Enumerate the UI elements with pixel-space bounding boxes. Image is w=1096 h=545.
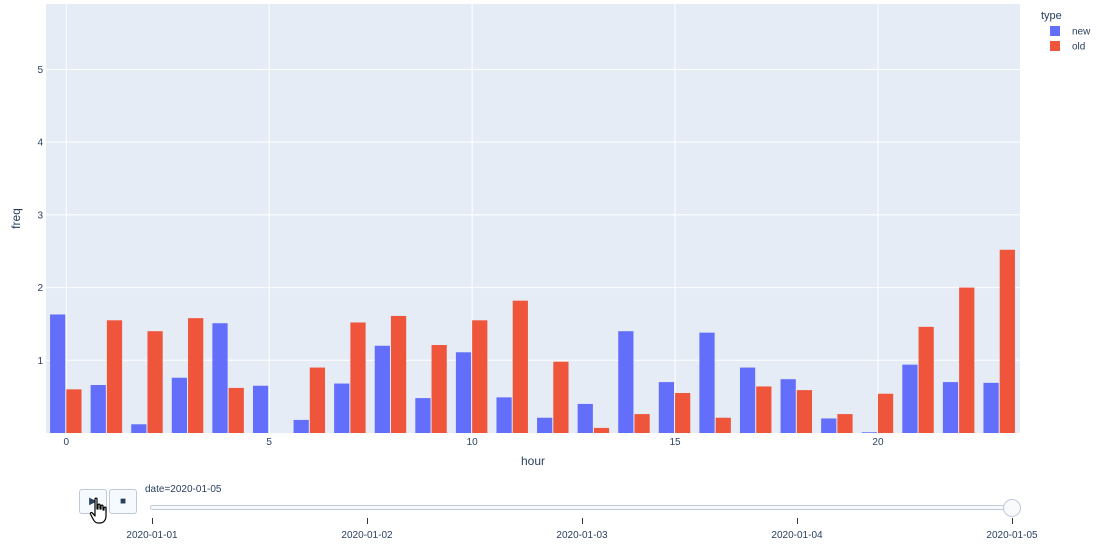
bar-new[interactable] bbox=[739, 367, 756, 433]
bar-old[interactable] bbox=[188, 318, 204, 433]
bar-old[interactable] bbox=[553, 361, 569, 433]
bar-old[interactable] bbox=[472, 320, 488, 433]
bar-old[interactable] bbox=[634, 414, 650, 433]
legend-swatch-old[interactable] bbox=[1050, 41, 1060, 51]
slider-tick bbox=[1012, 518, 1013, 524]
bar-old[interactable] bbox=[228, 387, 244, 433]
bar-old[interactable] bbox=[593, 427, 610, 433]
chart: 0 5 10 15 20 1 2 3 4 5 hour freq type new old bbox=[9, 4, 1091, 468]
slider-tick-label[interactable]: 2020-01-01 bbox=[126, 530, 178, 541]
legend[interactable]: type new old bbox=[1041, 10, 1091, 53]
legend-swatch-new[interactable] bbox=[1050, 26, 1060, 36]
x-tick-label: 0 bbox=[64, 437, 70, 448]
slider-tick bbox=[367, 518, 368, 524]
bar-old[interactable] bbox=[837, 414, 853, 433]
x-tick-label: 15 bbox=[669, 437, 681, 448]
bar-old[interactable] bbox=[390, 315, 407, 433]
y-tick-label: 4 bbox=[37, 138, 43, 149]
x-tick-labels: 0 5 10 15 20 bbox=[64, 437, 884, 448]
bar-new[interactable] bbox=[618, 331, 634, 433]
bar-new[interactable] bbox=[983, 382, 999, 433]
bar-old[interactable] bbox=[756, 386, 772, 433]
bar-new[interactable] bbox=[455, 352, 472, 433]
x-axis-title: hour bbox=[521, 454, 545, 468]
x-tick-label: 20 bbox=[872, 437, 884, 448]
bar-new[interactable] bbox=[374, 345, 390, 433]
bar-new[interactable] bbox=[415, 398, 431, 433]
bar-old[interactable] bbox=[309, 367, 326, 433]
gridlines bbox=[46, 4, 1020, 433]
slider-tick-label[interactable]: 2020-01-02 bbox=[341, 530, 393, 541]
bar-new[interactable] bbox=[131, 424, 147, 433]
bar-new[interactable] bbox=[699, 332, 715, 433]
bar-new[interactable] bbox=[334, 383, 350, 433]
slider-tick-label[interactable]: 2020-01-04 bbox=[771, 530, 823, 541]
bar-old[interactable] bbox=[512, 300, 528, 433]
bar-new[interactable] bbox=[90, 385, 106, 433]
slider-tick-label[interactable]: 2020-01-05 bbox=[986, 530, 1038, 541]
stop-icon: ■ bbox=[119, 496, 127, 507]
bars bbox=[50, 249, 1015, 433]
bar-new[interactable] bbox=[902, 364, 918, 433]
bar-new[interactable] bbox=[171, 377, 188, 433]
play-icon: ▶ bbox=[89, 496, 97, 507]
x-tick-label: 10 bbox=[467, 437, 479, 448]
y-tick-label: 3 bbox=[37, 210, 43, 221]
x-tick-label: 5 bbox=[266, 437, 272, 448]
y-tick-labels: 1 2 3 4 5 bbox=[37, 65, 43, 367]
bar-old[interactable] bbox=[147, 331, 163, 433]
slider-current-value: date=2020-01-05 bbox=[145, 484, 222, 495]
bar-new[interactable] bbox=[496, 397, 512, 433]
bar-old[interactable] bbox=[350, 322, 366, 433]
bar-new[interactable] bbox=[942, 382, 959, 433]
legend-label-new[interactable]: new bbox=[1072, 27, 1091, 38]
legend-title: type bbox=[1041, 10, 1062, 22]
slider-tick bbox=[582, 518, 583, 524]
slider-rail[interactable] bbox=[150, 505, 1014, 510]
bar-old[interactable] bbox=[999, 249, 1015, 433]
bar-old[interactable] bbox=[431, 345, 447, 433]
slider-tick bbox=[797, 518, 798, 524]
bar-new[interactable] bbox=[537, 417, 553, 433]
bar-old[interactable] bbox=[796, 390, 813, 433]
bar-old[interactable] bbox=[106, 320, 123, 433]
y-tick-label: 1 bbox=[37, 356, 43, 367]
slider-tick-label[interactable]: 2020-01-03 bbox=[556, 530, 608, 541]
bar-new[interactable] bbox=[861, 432, 877, 433]
plot-area bbox=[46, 4, 1020, 433]
bar-new[interactable] bbox=[252, 385, 269, 433]
y-axis-title: freq bbox=[9, 208, 23, 229]
stop-button[interactable]: ■ bbox=[109, 489, 137, 514]
bar-old[interactable] bbox=[959, 287, 975, 433]
bar-old[interactable] bbox=[877, 393, 894, 433]
bar-new[interactable] bbox=[821, 418, 837, 433]
legend-label-old[interactable]: old bbox=[1072, 42, 1085, 53]
bar-new[interactable] bbox=[212, 323, 228, 433]
bar-old[interactable] bbox=[66, 389, 82, 433]
bar-new[interactable] bbox=[658, 382, 675, 433]
y-tick-label: 2 bbox=[37, 283, 43, 294]
y-tick-label: 5 bbox=[37, 65, 43, 76]
bar-new[interactable] bbox=[293, 419, 309, 433]
bar-new[interactable] bbox=[577, 403, 593, 433]
bar-new[interactable] bbox=[780, 379, 796, 433]
play-button[interactable]: ▶ bbox=[79, 489, 107, 514]
bar-new[interactable] bbox=[50, 314, 66, 433]
bar-old[interactable] bbox=[715, 417, 731, 433]
slider-tick bbox=[152, 518, 153, 524]
slider-handle[interactable] bbox=[1003, 499, 1021, 517]
bar-old[interactable] bbox=[918, 326, 934, 433]
bar-old[interactable] bbox=[675, 393, 691, 433]
